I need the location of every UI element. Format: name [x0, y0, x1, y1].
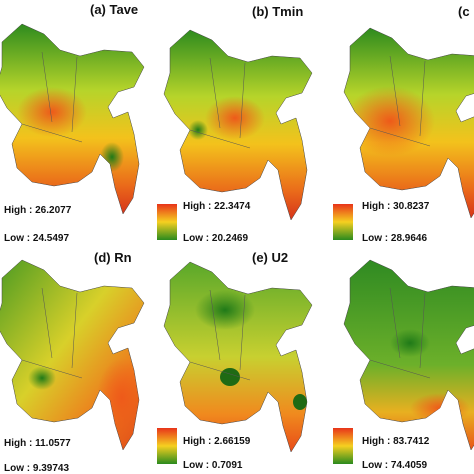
map-e	[163, 261, 313, 453]
legend-low: Low : 0.7091	[183, 460, 243, 471]
legend-high: High : 11.0577	[4, 438, 71, 449]
legend-bar	[157, 204, 177, 240]
panel-title: (c	[458, 4, 470, 19]
legend-bar	[333, 204, 353, 240]
legend-low: Low : 74.4059	[362, 460, 427, 471]
panel-title: (d) Rn	[94, 250, 132, 265]
legend-low: Low : 28.9646	[362, 233, 427, 244]
legend-low: Low : 9.39743	[4, 463, 69, 474]
legend-low: Low : 24.5497	[4, 233, 69, 244]
legend-high: High : 30.8237	[362, 201, 430, 212]
map-b	[163, 29, 313, 221]
legend-bar	[333, 428, 353, 464]
legend-low: Low : 20.2469	[183, 233, 248, 244]
legend-high: High : 22.3474	[183, 201, 251, 212]
panel-title: (e) U2	[252, 250, 288, 265]
map-c	[343, 27, 474, 219]
map-a	[0, 23, 145, 215]
map-d	[0, 259, 145, 451]
legend-bar	[157, 428, 177, 464]
legend-high: High : 2.66159	[183, 436, 251, 447]
map-f	[343, 259, 474, 451]
legend-high: High : 83.7412	[362, 436, 430, 447]
panel-title: (a) Tave	[90, 2, 138, 17]
panel-title: (b) Tmin	[252, 4, 303, 19]
legend-high: High : 26.2077	[4, 205, 72, 216]
